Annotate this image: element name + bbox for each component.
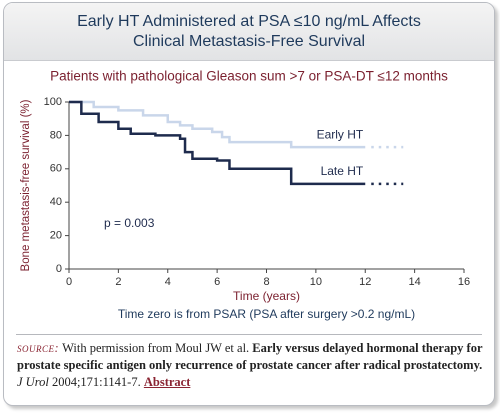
- x-tick-label: 0: [66, 276, 72, 288]
- source-label: source:: [17, 341, 60, 355]
- abstract-link[interactable]: Abstract: [143, 375, 191, 389]
- header: Early HT Administered at PSA ≤10 ng/mL A…: [4, 3, 494, 61]
- x-tick-label: 2: [115, 276, 121, 288]
- x-tick-label: 16: [458, 276, 470, 288]
- x-tick-label: 4: [165, 276, 171, 288]
- y-tick-label: 0: [56, 263, 62, 275]
- title-line: Clinical Metastasis-Free Survival: [132, 33, 366, 50]
- source-citation: 2004;171:1141-7.: [51, 375, 141, 389]
- series-label: Late HT: [321, 164, 364, 178]
- series-label: Early HT: [317, 127, 364, 141]
- survival-curve: [69, 100, 366, 149]
- y-tick-label: 80: [50, 129, 62, 141]
- x-tick-label: 8: [263, 276, 269, 288]
- y-tick-label: 100: [44, 96, 62, 108]
- survival-curve: [69, 100, 366, 186]
- y-tick-label: 40: [50, 196, 62, 208]
- note: Time zero is from PSAR (PSA after surger…: [118, 307, 415, 321]
- card: Early HT Administered at PSA ≤10 ng/mL A…: [3, 2, 495, 406]
- title-line: Early HT Administered at PSA ≤10 ng/mL A…: [77, 13, 421, 30]
- source-article: Early versus delayed hormonal therapy fo…: [17, 341, 483, 372]
- y-tick-label: 60: [50, 163, 62, 175]
- x-axis-title: Time (years): [233, 289, 300, 303]
- y-tick-label: 20: [50, 230, 62, 242]
- source-text: With permission from Moul JW et al.: [62, 341, 250, 355]
- source: source: With permission from Moul JW et …: [17, 340, 483, 391]
- source-journal: J Urol: [17, 375, 49, 389]
- x-tick-label: 14: [409, 276, 421, 288]
- divider: [16, 334, 482, 335]
- annotation: p = 0.003: [104, 216, 155, 230]
- x-tick-label: 12: [359, 276, 371, 288]
- subtitle: Patients with pathological Gleason sum >…: [50, 69, 448, 84]
- y-axis-title: Bone metastasis-free survival (%): [20, 99, 32, 271]
- x-tick-label: 6: [214, 276, 220, 288]
- x-tick-label: 10: [310, 276, 322, 288]
- chart: Patients with pathological Gleason sum >…: [20, 69, 470, 322]
